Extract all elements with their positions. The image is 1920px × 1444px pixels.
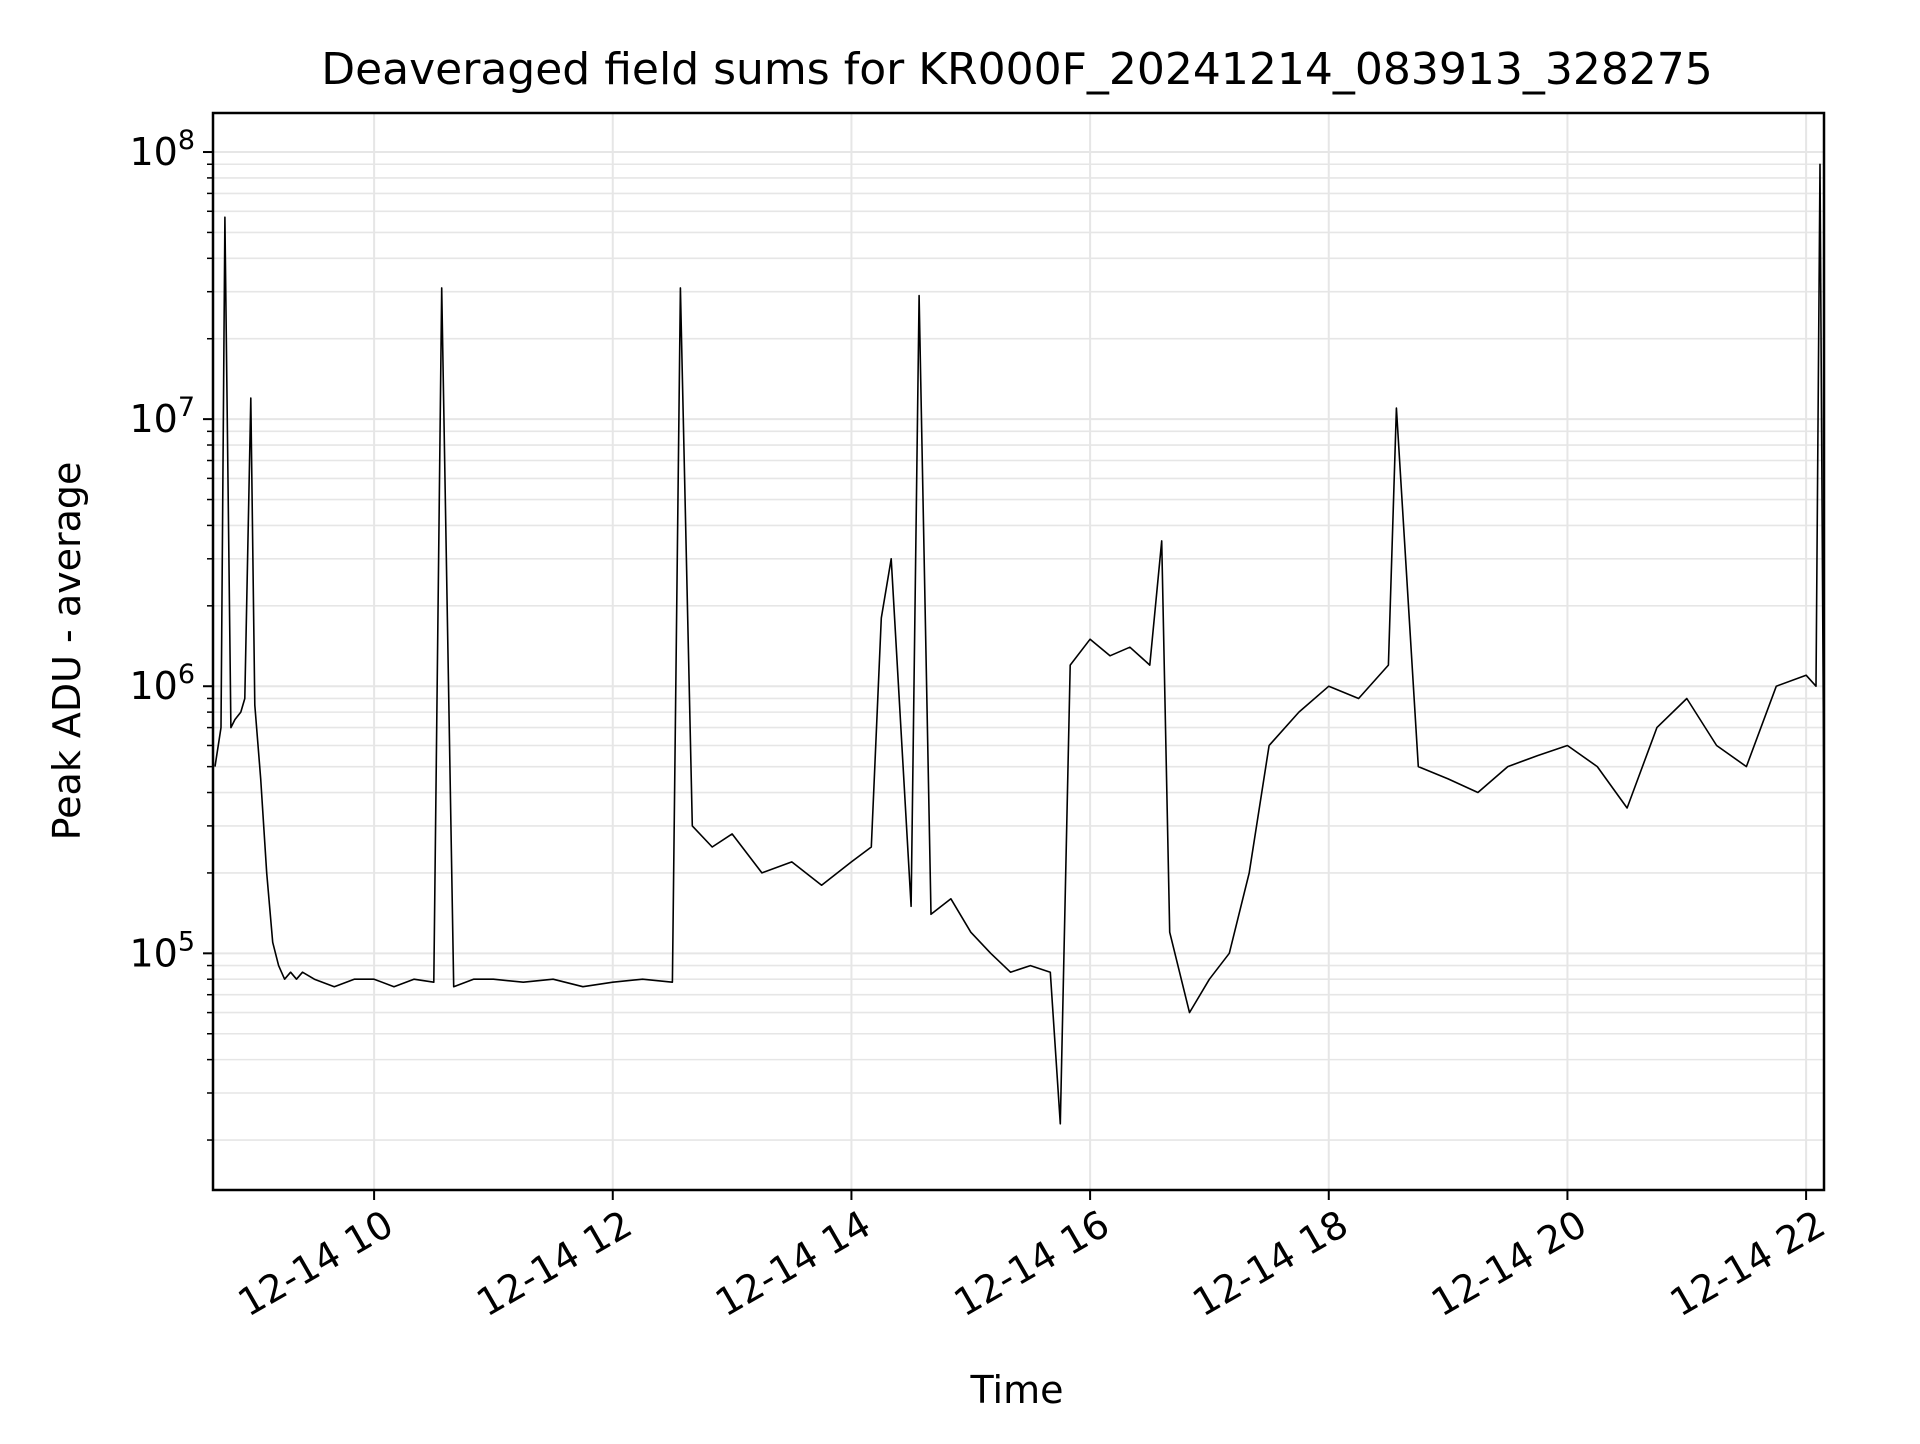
- series-polyline: [214, 163, 1825, 1125]
- y-tick-label: 108: [129, 125, 195, 174]
- x-tick-label: 12-14 12: [469, 1202, 639, 1326]
- x-tick-label: 12-14 14: [708, 1202, 878, 1326]
- x-tick-label: 12-14 10: [231, 1202, 401, 1326]
- y-axis-ticks: 105 106 107 108: [129, 125, 213, 1141]
- x-tick-label: 12-14 22: [1663, 1202, 1833, 1326]
- y-axis-label: Peak ADU - average: [45, 462, 89, 841]
- plot-frame: [211, 111, 1826, 1192]
- x-axis-ticks: 12-14 10 12-14 12 12-14 14 12-14 16 12-14 18…: [231, 1190, 1833, 1325]
- series-line: [214, 163, 1825, 1125]
- x-tick-label: 12-14 20: [1424, 1202, 1594, 1326]
- x-tick-label: 12-14 18: [1185, 1202, 1355, 1326]
- x-tick-label: 12-14 16: [947, 1202, 1117, 1326]
- y-tick-label: 106: [129, 659, 195, 708]
- x-axis-label: Time: [970, 1368, 1064, 1412]
- chart-title: Deaveraged field sums for KR000F_2024121…: [321, 44, 1713, 95]
- grid-lines: [213, 113, 1824, 1190]
- y-tick-label: 105: [129, 926, 195, 975]
- y-tick-label: 107: [129, 392, 195, 441]
